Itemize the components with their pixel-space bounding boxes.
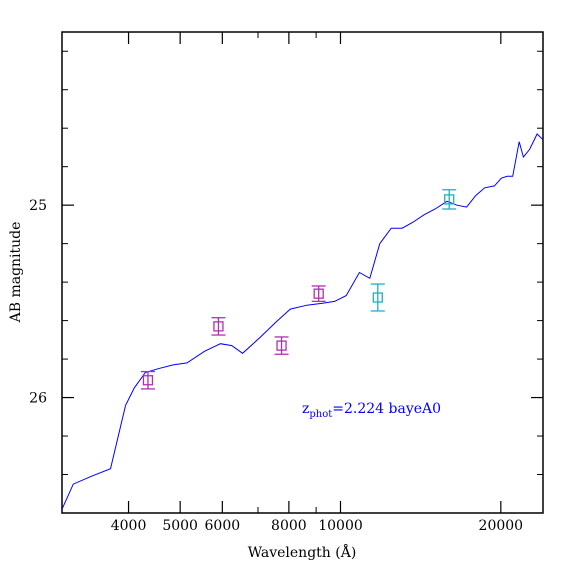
photometry-point (444, 194, 455, 205)
x-axis-title: Wavelength (Å) (248, 543, 357, 561)
photometry-point (372, 292, 383, 303)
x-tick-label: 4000 (111, 518, 147, 534)
y-tick-label: 25 (29, 198, 47, 214)
y-axis-title: AB magnitude (8, 222, 24, 324)
sed-template-line (61, 133, 544, 510)
y-tick-label: 26 (29, 391, 47, 407)
x-tick-label: 5000 (162, 518, 198, 534)
photometry-point (276, 340, 287, 351)
x-tick-label: 20000 (479, 518, 524, 534)
y-tick-labels: 25 26 (29, 198, 47, 406)
annotation-sub: phot (309, 409, 332, 420)
x-tick-labels: 4000 5000 6000 8000 10000 20000 (111, 518, 523, 534)
series-layer (61, 133, 544, 510)
photometry-point (313, 288, 324, 299)
plot-frame (61, 31, 544, 514)
redshift-annotation: zphot=2.224 bayeA0 (302, 401, 441, 420)
axis-ticks (61, 32, 543, 513)
photometry-point (213, 321, 224, 332)
annotation-text: =2.224 bayeA0 (332, 401, 441, 417)
photometry-point (142, 375, 154, 386)
annotation-base: z (302, 401, 309, 417)
x-tick-label: 6000 (205, 518, 241, 534)
x-tick-label: 8000 (271, 518, 307, 534)
x-tick-label: 10000 (318, 518, 363, 534)
